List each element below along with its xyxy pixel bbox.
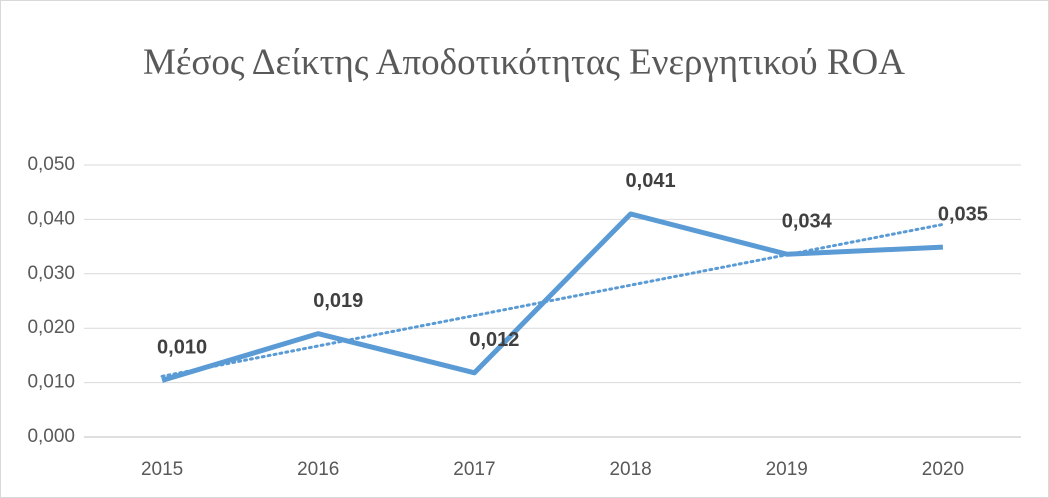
x-tick-label: 2016 — [297, 459, 339, 480]
y-tick-label: 0,000 — [27, 426, 75, 447]
x-tick-label: 2018 — [609, 459, 651, 480]
x-tick-label: 2017 — [453, 459, 495, 480]
y-tick-label: 0,040 — [27, 208, 75, 229]
x-tick-label: 2020 — [922, 459, 964, 480]
data-label: 0,041 — [626, 170, 676, 192]
x-tick-label: 2015 — [141, 459, 183, 480]
data-label: 0,035 — [938, 203, 988, 225]
data-label: 0,019 — [313, 290, 363, 312]
data-label: 0,034 — [782, 210, 833, 232]
series-line — [161, 211, 944, 383]
y-tick-label: 0,030 — [27, 263, 75, 284]
data-label: 0,012 — [469, 329, 519, 351]
x-tick-label: 2019 — [766, 459, 808, 480]
chart-title: Μέσος Δείκτης Αποδοτικότητας Ενεργητικού… — [143, 42, 905, 83]
data-label: 0,010 — [157, 337, 207, 359]
y-tick-label: 0,010 — [27, 372, 75, 393]
trendline — [160, 222, 945, 378]
y-tick-label: 0,020 — [27, 317, 75, 338]
y-tick-label: 0,050 — [27, 154, 75, 175]
